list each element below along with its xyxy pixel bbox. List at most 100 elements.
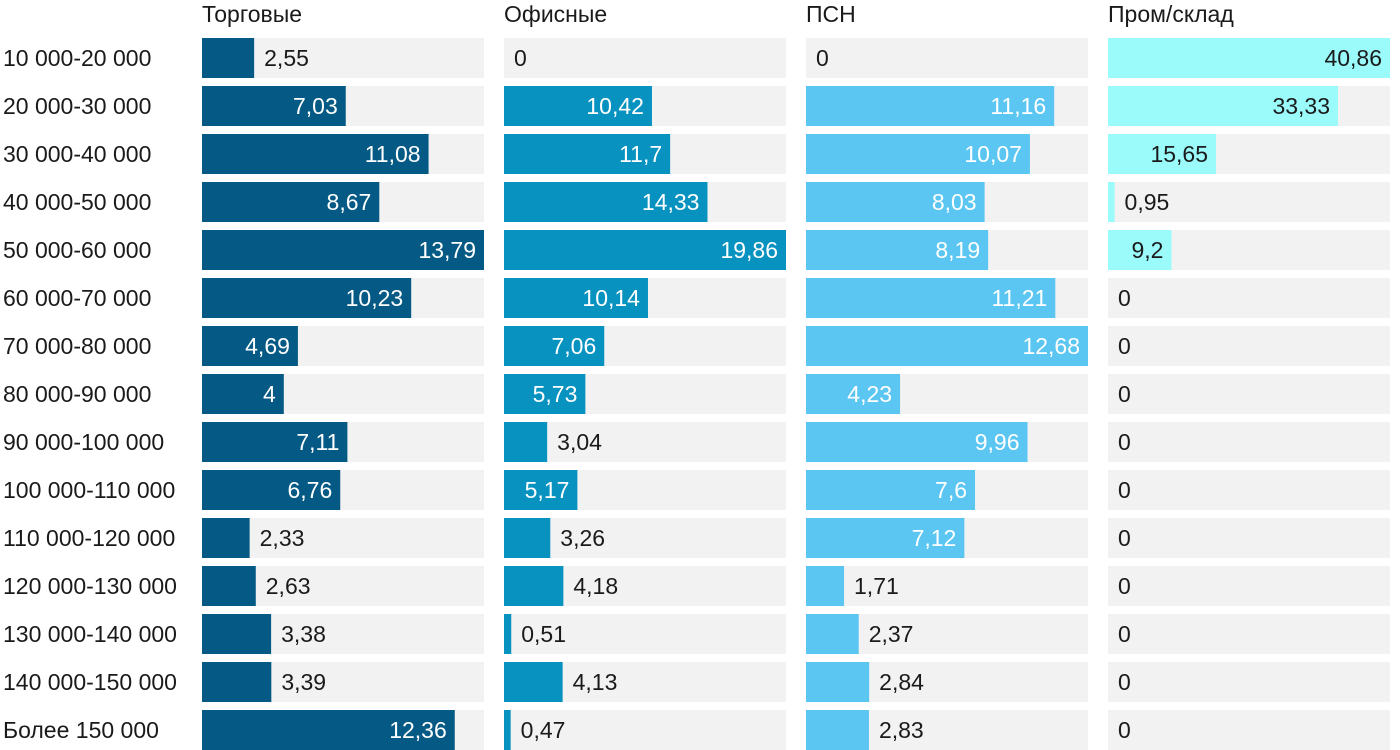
category-label: 120 000-130 000 (3, 573, 177, 599)
panel-4: Пром/склад40,8633,3315,650,959,200000000… (1108, 1, 1390, 750)
bar-track (504, 38, 786, 78)
bar-track (1108, 518, 1390, 558)
data-label: 7,03 (293, 93, 338, 119)
chart-panels: Торговые 2,55 7,03 11,08 8,67 13,79 10,23 4,69 4… (202, 1, 1390, 750)
data-label: 19,86 (720, 237, 778, 263)
bar-track (1108, 422, 1390, 462)
bar-track (1108, 326, 1390, 366)
bar (202, 38, 255, 78)
data-label: 2,84 (879, 669, 924, 695)
bar (202, 566, 256, 606)
bar (504, 278, 648, 318)
data-label: 0 (816, 45, 829, 71)
data-label: 12,68 (1022, 333, 1080, 359)
panel-title: Пром/склад (1108, 1, 1234, 27)
data-label: 33,33 (1272, 93, 1330, 119)
bar (202, 422, 348, 462)
bar (202, 470, 341, 510)
data-label: 2,37 (869, 621, 914, 647)
data-label: 13,79 (418, 237, 476, 263)
panel-title: Торговые (202, 1, 302, 27)
bar (806, 182, 985, 222)
panel-2: Офисные 0 10,42 11,7 14,33 19,86 10,14 7,06 5,73… (504, 1, 786, 750)
bar-track (1108, 614, 1390, 654)
bar (806, 374, 901, 414)
bar-track (1108, 710, 1390, 750)
bar (504, 422, 548, 462)
category-label: 50 000-60 000 (3, 237, 151, 263)
data-label: 1,71 (854, 573, 899, 599)
data-label: 9,96 (975, 429, 1020, 455)
bar-track (806, 566, 1088, 606)
bar (504, 86, 652, 126)
data-label: 2,83 (879, 717, 924, 743)
bar (202, 518, 250, 558)
bar (806, 134, 1030, 174)
data-label: 2,33 (260, 525, 305, 551)
data-label: 4,18 (573, 573, 618, 599)
bar-track (504, 614, 786, 654)
data-label: 12,36 (389, 717, 447, 743)
data-label: 4,69 (245, 333, 290, 359)
data-label: 7,11 (296, 429, 339, 455)
data-label: 6,76 (287, 477, 332, 503)
bar (504, 470, 578, 510)
data-label: 0,51 (521, 621, 566, 647)
data-label: 5,17 (525, 477, 570, 503)
bar (202, 278, 412, 318)
bar (806, 278, 1056, 318)
bar-track (806, 38, 1088, 78)
data-label: 0 (1118, 333, 1131, 359)
category-label: 70 000-80 000 (3, 333, 151, 359)
data-label: 3,38 (281, 621, 326, 647)
data-label: 11,21 (991, 285, 1047, 311)
data-label: 7,6 (935, 477, 967, 503)
bar-track (504, 518, 786, 558)
category-label: 130 000-140 000 (3, 621, 177, 647)
category-label: Более 150 000 (3, 717, 159, 743)
data-label: 8,19 (935, 237, 980, 263)
bar (202, 230, 484, 270)
bar-track (1108, 182, 1390, 222)
data-label: 0,47 (521, 717, 566, 743)
data-label: 8,03 (932, 189, 977, 215)
data-label: 0 (1118, 717, 1131, 743)
bar (806, 422, 1028, 462)
bar (806, 614, 859, 654)
bar-track (504, 710, 786, 750)
data-label: 10,07 (964, 141, 1022, 167)
category-label: 80 000-90 000 (3, 381, 151, 407)
data-label: 11,16 (990, 93, 1046, 119)
bar (202, 86, 346, 126)
panel-3: ПСН 0 11,16 10,07 8,03 8,19 11,21 12,68 4,23 9,96… (806, 1, 1088, 750)
data-label: 3,39 (281, 669, 326, 695)
data-label: 0 (1118, 621, 1131, 647)
category-label: 60 000-70 000 (3, 285, 151, 311)
data-label: 0 (1118, 285, 1131, 311)
bar (504, 662, 563, 702)
bar (202, 710, 455, 750)
data-label: 7,12 (912, 525, 957, 551)
data-label: 2,55 (264, 45, 309, 71)
data-label: 3,26 (560, 525, 605, 551)
data-label: 10,14 (582, 285, 640, 311)
bar (806, 566, 845, 606)
category-label: 30 000-40 000 (3, 141, 151, 167)
data-label: 0 (1118, 477, 1131, 503)
bar (504, 134, 671, 174)
bar (202, 182, 380, 222)
data-label: 4,23 (847, 381, 892, 407)
panel-title: Офисные (504, 1, 607, 27)
bar (202, 374, 284, 414)
data-label: 2,63 (266, 573, 311, 599)
data-label: 5,73 (533, 381, 578, 407)
bar-track (1108, 566, 1390, 606)
bar-track (1108, 470, 1390, 510)
bar (504, 518, 551, 558)
bar (806, 230, 989, 270)
bar-track (1108, 278, 1390, 318)
bar (504, 326, 605, 366)
data-label: 0 (1118, 429, 1131, 455)
bar (202, 134, 429, 174)
